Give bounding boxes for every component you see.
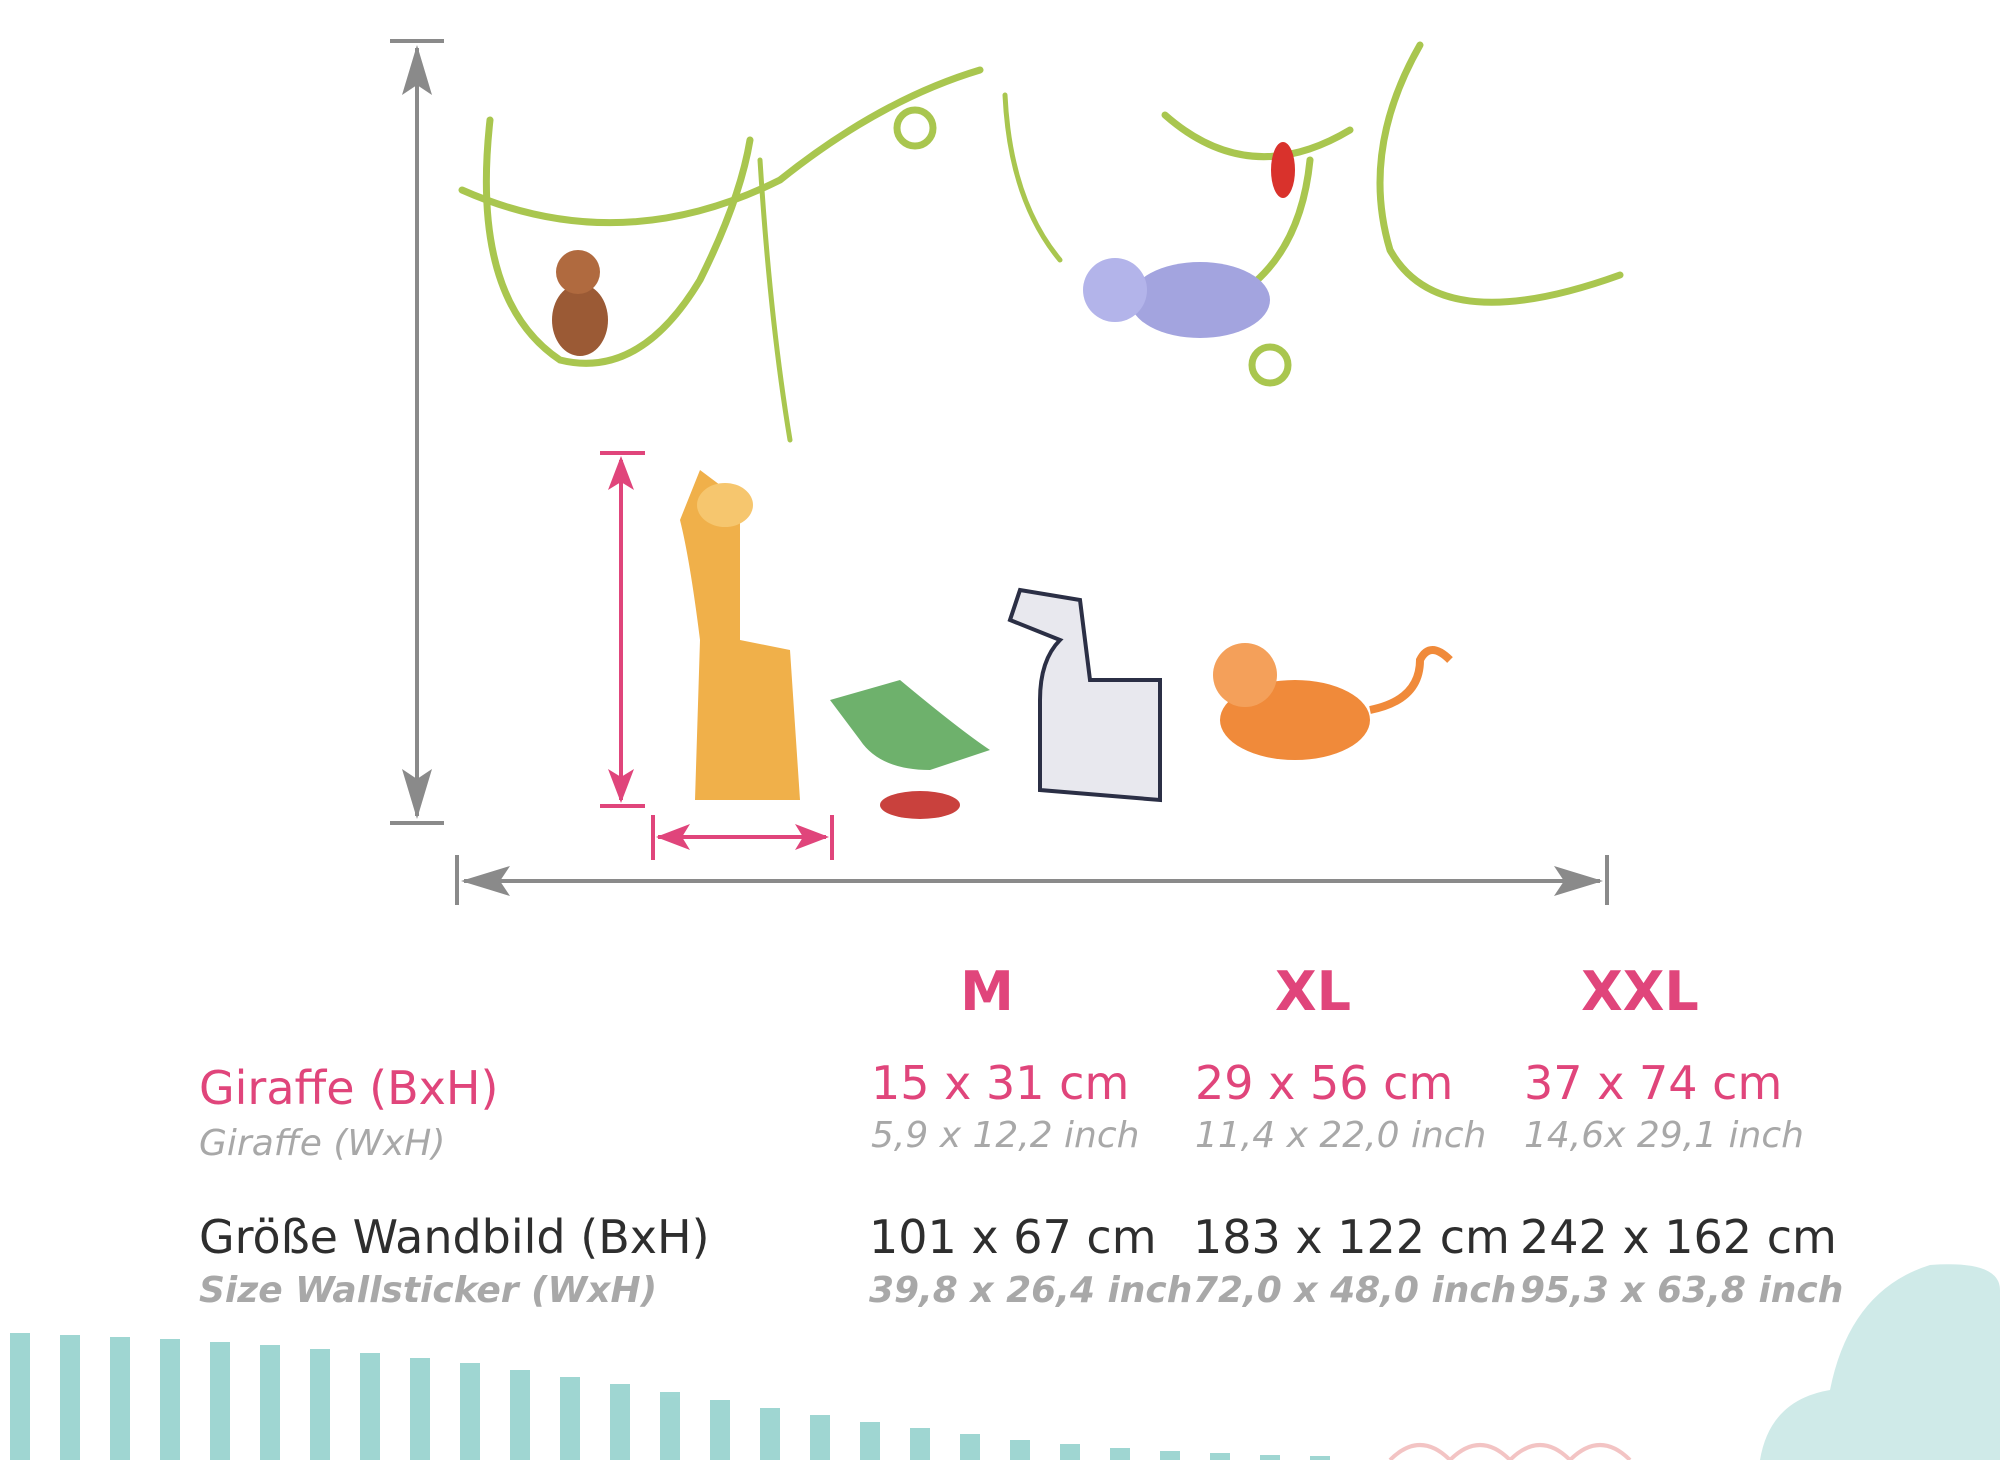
size-inch: 11,4 x 22,0 inch: [1195, 1115, 1486, 1156]
size-header: XL: [1275, 960, 1351, 1023]
decoration-waves: [1388, 1443, 1632, 1460]
size-header: M: [960, 960, 1014, 1023]
size-cm: 37 x 74 cm: [1524, 1056, 1782, 1110]
size-cm: 242 x 162 cm: [1520, 1210, 1837, 1264]
size-inch: 72,0 x 48,0 inch: [1193, 1270, 1516, 1311]
row-sublabel: Giraffe (WxH): [199, 1123, 445, 1164]
illustration: [458, 41, 1624, 443]
size-cm: 15 x 31 cm: [871, 1056, 1129, 1110]
size-inch: 5,9 x 12,2 inch: [871, 1115, 1139, 1156]
animals: [552, 142, 1453, 819]
row-label: Giraffe (BxH): [199, 1061, 498, 1115]
row-sublabel: Size Wallsticker (WxH): [199, 1270, 657, 1311]
decoration-cloud: [1760, 1264, 2000, 1460]
size-cm: 29 x 56 cm: [1195, 1056, 1453, 1110]
size-inch: 14,6x 29,1 inch: [1524, 1115, 1804, 1156]
size-header: XXL: [1581, 960, 1699, 1023]
size-cm: 101 x 67 cm: [869, 1210, 1157, 1264]
size-cm: 183 x 122 cm: [1193, 1210, 1510, 1264]
size-inch: 39,8 x 26,4 inch: [869, 1270, 1192, 1311]
size-inch: 95,3 x 63,8 inch: [1520, 1270, 1843, 1311]
row-label: Größe Wandbild (BxH): [199, 1210, 710, 1264]
dimension-arrows: [390, 39, 1609, 905]
decoration-stripes: [10, 1333, 1330, 1460]
